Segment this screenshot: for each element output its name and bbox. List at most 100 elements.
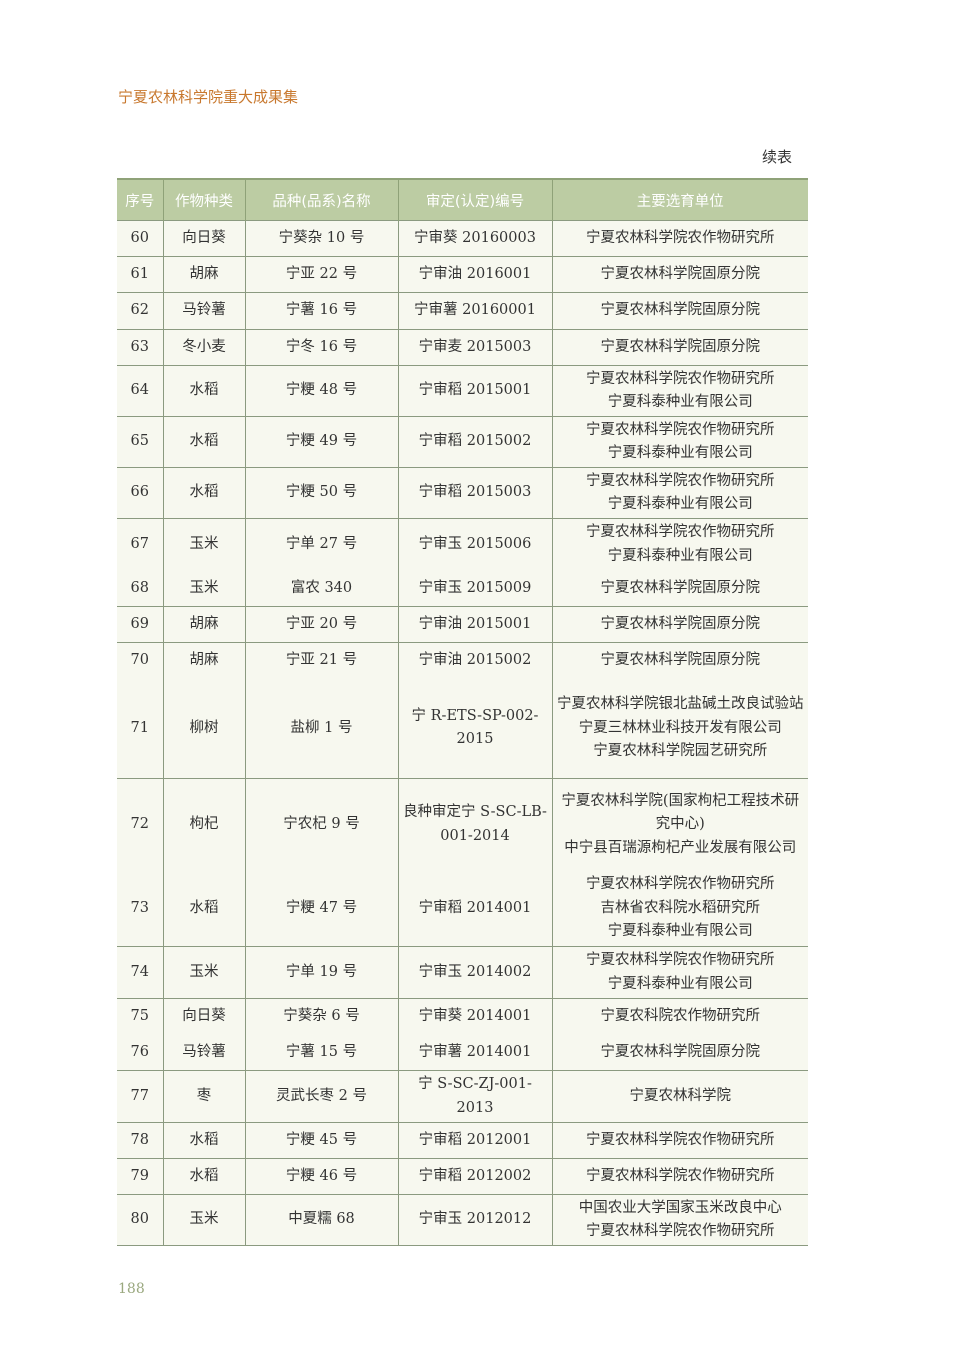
cell-variety: 宁粳 48 号 [244,365,398,417]
cell-breeder: 宁夏农林科学院固原分院 [551,329,808,366]
cell-approval-no: 宁审葵 20160003 [397,220,552,257]
breeder-line: 宁夏农林科学院农作物研究所 [586,421,775,438]
cell-breeder: 宁夏农科院农作物研究所 [551,998,808,1035]
cell-approval-no: 宁审油 2015002 [397,642,552,679]
table-row: 64 水稻 宁粳 48 号宁审稻 2015001 宁夏农林科学院农作物研究所 宁夏科泰种… [117,365,808,417]
page-number: 188 [118,1281,145,1297]
breeder-line: 宁夏农林科学院农作物研究所 [586,1223,775,1239]
cell-variety: 宁葵杂 10 号 [244,220,398,257]
cell-index: 64 [117,365,163,417]
cell-variety: 宁薯 16 号 [244,292,398,330]
table-row: 62 马铃薯 宁薯 16 号宁审薯 20160001 宁夏农林科学院固原分院 [117,292,808,330]
cell-crop: 水稻 [162,1158,245,1195]
cell-variety: 宁单 27 号 [244,518,398,571]
cell-approval-no: 宁 R-ETS-SP-002-2015 [397,678,552,779]
cell-breeder: 宁夏农林科学院农作物研究所 [551,1158,808,1195]
cell-crop: 枸杞 [162,778,245,871]
cell-crop: 水稻 [162,870,245,947]
cell-approval-no: 宁审稻 2014001 [397,870,552,947]
breeder-line: 中宁县百瑞源枸杞产业发展有限公司 [564,839,797,856]
breeder-line: 吉林省农科院水稻研究所 [600,899,761,916]
cell-breeder: 宁夏农林科学院农作物研究所 宁夏科泰种业有限公司 [551,518,808,571]
table-row: 68 玉米 富农 340 宁审玉 2015009 宁夏农林科学院固原分院 [117,570,808,607]
table-row: 69 胡麻 宁亚 20 号宁审油 2015001 宁夏农林科学院固原分院 [117,606,808,643]
breeder-line: 宁夏科泰种业有限公司 [607,394,753,410]
breeder-line: 宁夏农林科学院固原分院 [600,579,761,596]
breeder-line: 宁夏农林科学院(国家枸杞工程技术研究中心) [561,792,800,833]
cell-crop: 胡麻 [162,606,245,643]
continued-label: 续表 [761,148,792,166]
cell-index: 78 [117,1122,163,1159]
cell-crop: 胡麻 [162,642,245,679]
cell-index: 80 [117,1194,163,1246]
cell-variety: 宁单 19 号 [244,946,398,999]
header-index: 序号 [117,178,163,221]
cell-index: 62 [117,292,163,330]
header-approval-no: 审定(认定)编号 [397,178,552,221]
cell-index: 76 [117,1034,163,1071]
table-row: 75 向日葵 宁葵杂 6 号宁审葵 2014001 宁夏农科院农作物研究所 [117,998,808,1035]
cell-approval-no: 宁审薯 2014001 [397,1034,552,1071]
cell-variety: 宁亚 20 号 [244,606,398,643]
cell-variety: 富农 340 [244,570,398,607]
cell-index: 73 [117,870,163,947]
cell-variety: 宁葵杂 6 号 [244,998,398,1035]
cell-breeder: 宁夏农林科学院农作物研究所 [551,220,808,257]
cell-crop: 水稻 [162,1122,245,1159]
cell-approval-no: 宁审玉 2015009 [397,570,552,607]
table-row: 67 玉米 宁单 27 号宁审玉 2015006 宁夏农林科学院农作物研究所 宁夏科泰种… [117,518,808,571]
cell-index: 74 [117,946,163,999]
table-row: 63 冬小麦 宁冬 16 号宁审麦 2015003 宁夏农林科学院固原分院 [117,329,808,366]
cell-approval-no: 宁审葵 2014001 [397,998,552,1035]
table-row: 66 水稻 宁粳 50 号宁审稻 2015003 宁夏农林科学院农作物研究所 宁夏科泰种… [117,467,808,519]
breeder-line: 宁夏农林科学院农作物研究所 [586,876,775,892]
cell-index: 77 [117,1070,163,1123]
table-row: 70 胡麻 宁亚 21 号宁审油 2015002 宁夏农林科学院固原分院 [117,642,808,679]
table-row: 78 水稻 宁粳 45 号宁审稻 2012001 宁夏农林科学院农作物研究所 [117,1122,808,1159]
table-row: 61 胡麻 宁亚 22 号宁审油 2016001 宁夏农林科学院固原分院 [117,256,808,293]
cell-variety: 盐柳 1 号 [244,678,398,779]
cell-crop: 玉米 [162,570,245,607]
cell-crop: 冬小麦 [162,329,245,366]
cell-breeder: 宁夏农林科学院固原分院 [551,256,808,293]
cell-crop: 玉米 [162,1194,245,1246]
breeder-line: 宁夏农林科学院农作物研究所 [586,1131,775,1148]
cell-approval-no: 宁审稻 2012001 [397,1122,552,1159]
cell-approval-no: 宁审稻 2015002 [397,416,552,468]
table-row: 80 玉米 中夏糯 68 宁审玉 2012012 中国农业大学国家玉米改良中心 宁夏农林科… [117,1194,808,1246]
cell-index: 79 [117,1158,163,1195]
cell-breeder: 宁夏农林科学院银北盐碱土改良试验站 宁夏三林林业科技开发有限公司 宁夏农林科学院园艺… [551,678,808,779]
cell-crop: 柳树 [162,678,245,779]
breeder-line: 宁夏农林科学院园艺研究所 [593,743,768,759]
table-row: 73 水稻 宁粳 47 号宁审稻 2014001 宁夏农林科学院农作物研究所 吉林省农科… [117,870,808,947]
cell-breeder: 宁夏农林科学院农作物研究所 吉林省农科院水稻研究所 宁夏科泰种业有限公司 [551,870,808,947]
breeder-line: 宁夏科泰种业有限公司 [607,923,753,939]
breeder-line: 宁夏农林科学院农作物研究所 [586,229,775,246]
breeder-line: 宁夏农林科学院固原分院 [600,652,761,668]
header-breeder: 主要选育单位 [551,178,808,221]
cell-crop: 玉米 [162,518,245,571]
cell-index: 68 [117,570,163,607]
cell-crop: 胡麻 [162,256,245,293]
cell-breeder: 宁夏农林科学院农作物研究所 宁夏科泰种业有限公司 [551,946,808,999]
header-crop: 作物种类 [162,178,245,221]
cell-index: 65 [117,416,163,468]
breeder-line: 宁夏农林科学院固原分院 [600,302,761,319]
cell-index: 69 [117,606,163,643]
cell-index: 75 [117,998,163,1035]
cell-approval-no: 宁审玉 2015006 [397,518,552,571]
cell-crop: 枣 [162,1070,245,1123]
cell-approval-no: 宁审稻 2015003 [397,467,552,519]
running-header: 宁夏农林科学院重大成果集 [118,88,299,106]
cell-approval-no: 宁审麦 2015003 [397,329,552,366]
table-row: 65 水稻 宁粳 49 号宁审稻 2015002 宁夏农林科学院农作物研究所 宁夏科泰种… [117,416,808,468]
cell-crop: 马铃薯 [162,292,245,330]
cell-approval-no: 宁审玉 2012012 [397,1194,552,1246]
cell-breeder: 宁夏农林科学院农作物研究所 [551,1122,808,1159]
cell-approval-no: 宁审稻 2012002 [397,1158,552,1195]
cell-index: 60 [117,220,163,257]
cell-variety: 灵武长枣 2 号 [244,1070,398,1123]
cell-index: 66 [117,467,163,519]
varieties-table: 序号 作物种类 品种(品系)名称 审定(认定)编号 主要选育单位 60 向日葵 宁葵… [117,178,808,1246]
